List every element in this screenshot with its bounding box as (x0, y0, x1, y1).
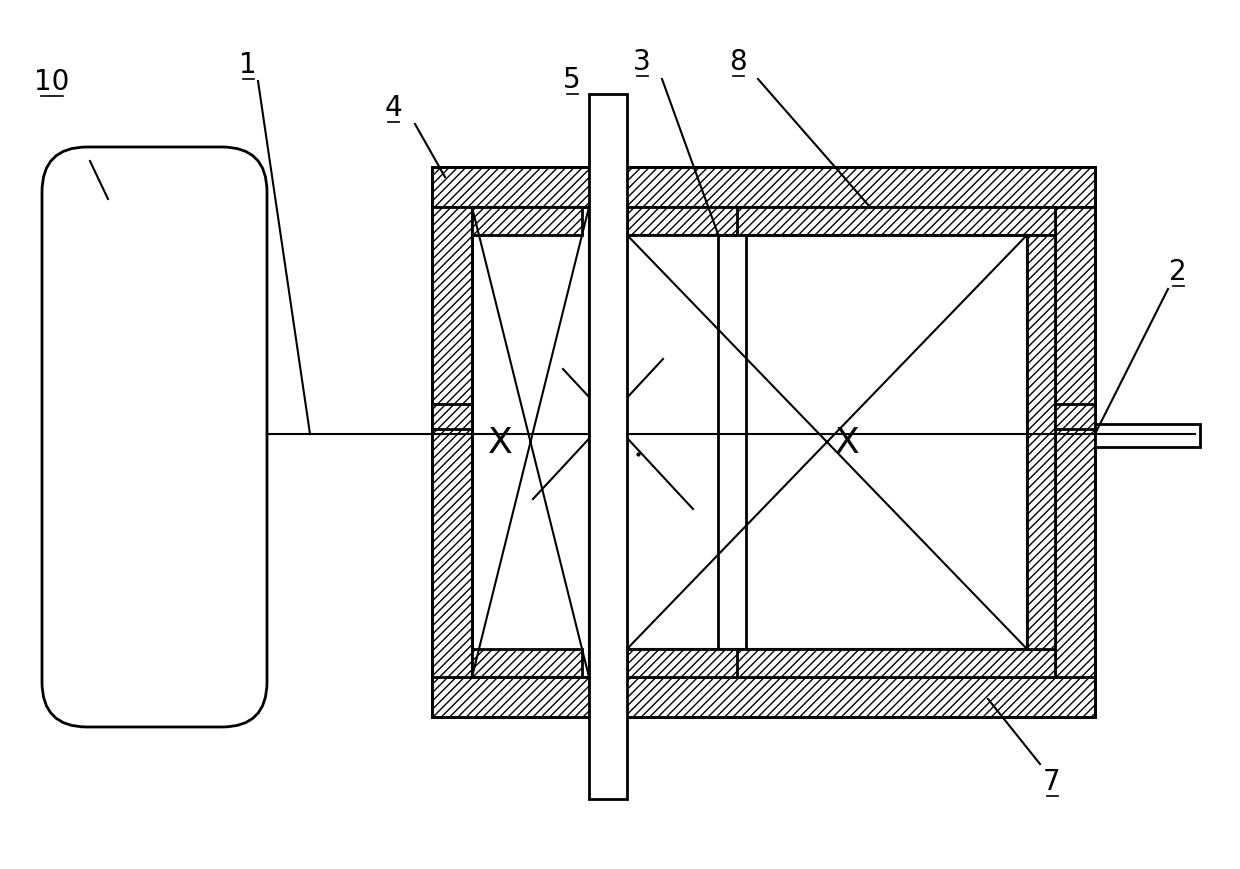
Text: 5: 5 (563, 66, 580, 94)
Bar (1027, 235, 1055, 649)
Bar (432, 168, 1095, 208)
Text: 1: 1 (239, 51, 257, 79)
Bar (1055, 405, 1095, 429)
Bar (1055, 405, 1095, 429)
Bar (432, 168, 1095, 717)
Bar (589, 95, 627, 799)
Bar (432, 208, 472, 677)
Bar (718, 649, 1055, 677)
Bar (627, 649, 737, 677)
Bar (472, 649, 582, 677)
Bar (746, 235, 1027, 649)
Text: 10: 10 (35, 68, 69, 96)
Text: X: X (489, 426, 513, 460)
Bar (627, 208, 737, 235)
Bar (718, 208, 1055, 235)
Bar (432, 677, 1095, 717)
Bar (432, 405, 472, 429)
Bar (432, 405, 472, 429)
Text: 4: 4 (384, 94, 402, 122)
Text: 7: 7 (1043, 767, 1060, 795)
Bar (1055, 208, 1095, 677)
Bar (432, 208, 472, 677)
Bar (1027, 235, 1055, 649)
Bar (718, 208, 1055, 235)
Bar (472, 208, 582, 235)
Bar (627, 208, 737, 235)
Bar (718, 208, 1055, 677)
Text: X: X (835, 426, 859, 460)
Bar (432, 677, 1095, 717)
Bar (472, 649, 582, 677)
Bar (718, 649, 1055, 677)
Text: 8: 8 (729, 48, 746, 76)
Bar (472, 208, 1055, 677)
Bar (1095, 425, 1200, 448)
Text: 3: 3 (634, 48, 651, 76)
FancyBboxPatch shape (42, 148, 267, 727)
Bar (1055, 208, 1095, 677)
Bar (432, 168, 1095, 208)
Bar (627, 649, 737, 677)
Text: 2: 2 (1169, 258, 1187, 286)
Bar (472, 208, 582, 235)
